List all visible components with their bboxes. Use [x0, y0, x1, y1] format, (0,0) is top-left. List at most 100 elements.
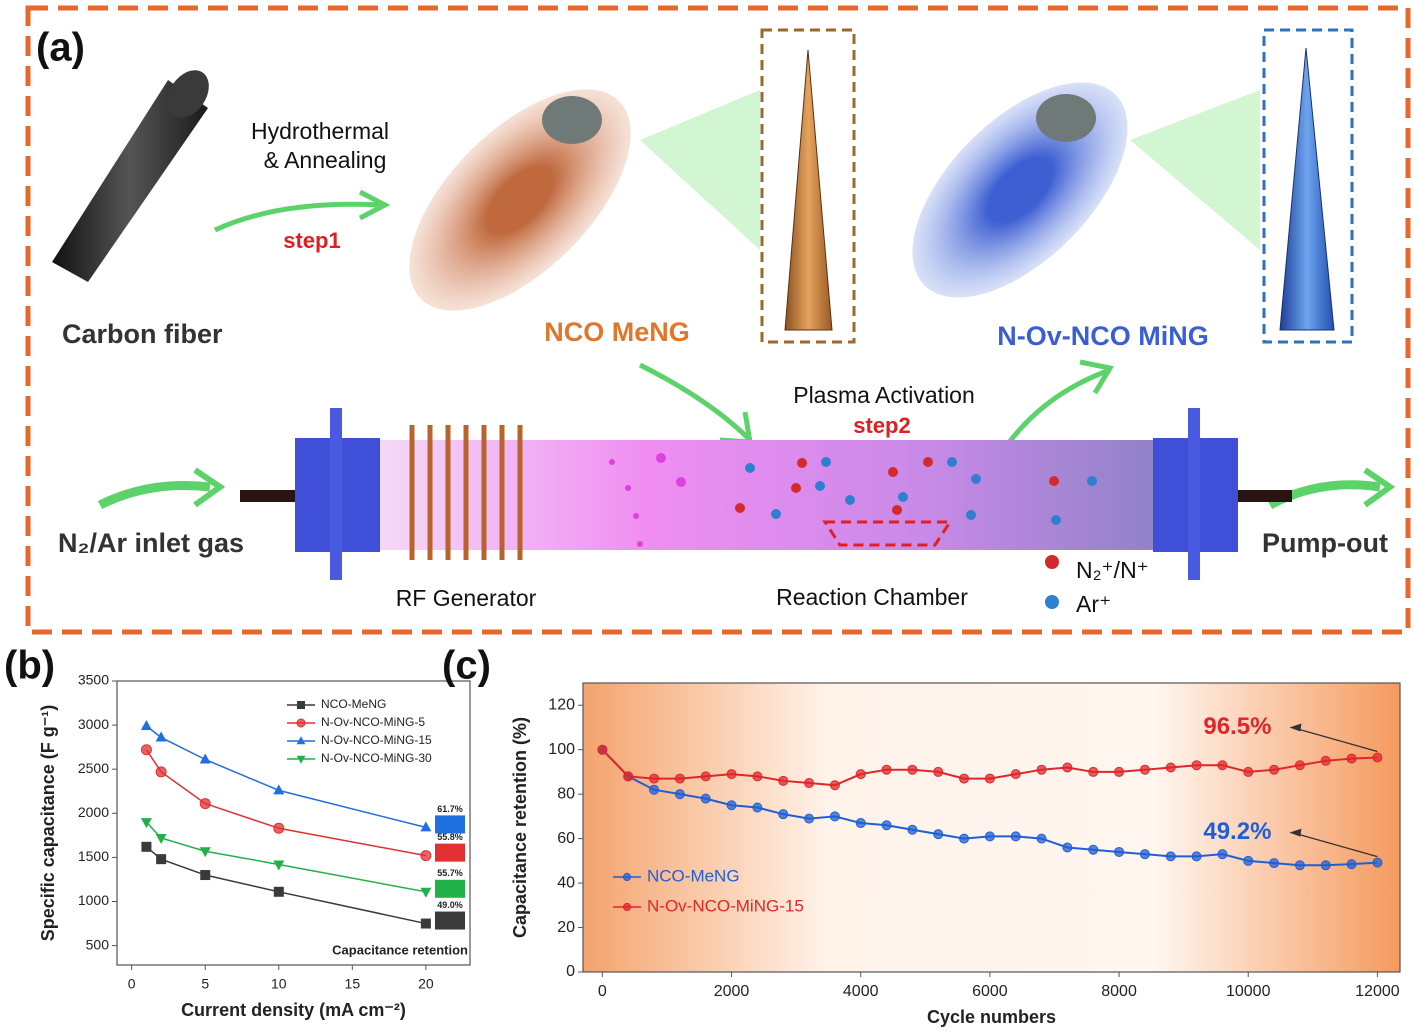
series-line: [145, 821, 427, 893]
marker: [855, 769, 866, 780]
marker: [1062, 842, 1073, 853]
marker: [1243, 855, 1254, 866]
marker: [622, 902, 632, 912]
y-tick-label: 3000: [78, 716, 109, 732]
label: Plasma Activation: [793, 382, 975, 408]
x-tick-label: 15: [345, 976, 361, 992]
marker: [156, 854, 167, 865]
retention-label: 61.7%: [437, 804, 463, 814]
marker: [420, 821, 432, 832]
carbon-fiber-icon: [52, 70, 209, 282]
label: RF Generator: [396, 585, 537, 611]
step-text: Hydrothermal: [251, 118, 389, 144]
marker: [155, 731, 167, 742]
x-tick-label: 20: [418, 976, 434, 992]
marker: [881, 820, 892, 831]
marker: [804, 778, 815, 789]
marker: [1217, 849, 1228, 860]
y-tick-label: 2500: [78, 760, 109, 776]
marker: [959, 833, 970, 844]
marker: [1346, 859, 1357, 870]
retention-box: [435, 879, 465, 898]
marker: [726, 800, 737, 811]
marker: [674, 773, 685, 784]
marker: [1165, 851, 1176, 862]
x-tick-label: 8000: [1101, 983, 1137, 1000]
marker: [273, 860, 285, 871]
marker: [1139, 764, 1150, 775]
y-axis-label: Capacitance retention (%): [510, 717, 530, 938]
marker: [778, 809, 789, 820]
panel-label: (c): [442, 644, 491, 688]
marker: [199, 798, 211, 810]
label: Reaction Chamber: [776, 584, 968, 610]
marker: [752, 771, 763, 782]
y-tick-label: 500: [86, 936, 110, 952]
legend-label: N-Ov-NCO-MiNG-30: [321, 751, 432, 765]
label: N-Ov-NCO MiNG: [997, 321, 1209, 351]
marker: [296, 736, 306, 745]
marker: [778, 775, 789, 786]
marker: [855, 818, 866, 829]
legend-label: NCO-MeNG: [647, 866, 740, 885]
marker: [1114, 766, 1125, 777]
marker: [907, 824, 918, 835]
marker: [829, 811, 840, 822]
annotation: Capacitance retention: [332, 942, 468, 957]
marker: [420, 918, 431, 929]
x-tick-label: 10000: [1226, 983, 1271, 1000]
marker: [622, 872, 632, 882]
x-tick-label: 4000: [843, 983, 879, 1000]
marker: [140, 719, 152, 730]
n-ov-nco-ming-icon: [912, 82, 1260, 298]
y-tick-label: 40: [557, 874, 575, 891]
step-label: step2: [853, 413, 910, 438]
legend-label: N-Ov-NCO-MiNG-5: [321, 715, 425, 729]
marker: [273, 886, 284, 897]
retention-label: 49.0%: [437, 900, 463, 910]
marker: [420, 850, 432, 862]
marker: [1088, 766, 1099, 777]
legend-label: Ar⁺: [1076, 591, 1111, 617]
y-tick-label: 1000: [78, 892, 109, 908]
marker: [1294, 760, 1305, 771]
marker: [199, 847, 211, 858]
marker: [623, 771, 634, 782]
marker: [1165, 762, 1176, 773]
marker: [1269, 764, 1280, 775]
marker: [1036, 764, 1047, 775]
marker: [155, 766, 167, 778]
marker: [1036, 833, 1047, 844]
needle-orange: [784, 49, 833, 331]
retention-box: [435, 843, 465, 862]
marker: [597, 744, 608, 755]
plot-frame: [116, 680, 471, 966]
marker: [1191, 851, 1202, 862]
needle-blue: [1279, 47, 1335, 331]
marker: [933, 829, 944, 840]
marker: [140, 744, 152, 756]
y-tick-label: 120: [548, 696, 575, 713]
end-arrow: [1292, 831, 1378, 858]
retention-label: 55.7%: [437, 868, 463, 878]
x-tick-label: 6000: [972, 983, 1008, 1000]
x-tick-label: 0: [128, 976, 136, 992]
marker: [752, 802, 763, 813]
x-tick-label: 10: [271, 976, 287, 992]
marker: [296, 718, 306, 728]
y-tick-label: 1500: [78, 848, 109, 864]
marker: [1372, 857, 1383, 868]
marker: [1088, 844, 1099, 855]
marker: [273, 784, 285, 795]
marker: [1010, 769, 1021, 780]
marker: [881, 764, 892, 775]
marker: [649, 784, 660, 795]
marker: [829, 780, 840, 791]
marker: [297, 701, 305, 709]
x-axis-label: Cycle numbers: [927, 1007, 1056, 1027]
label: NCO MeNG: [544, 317, 690, 347]
marker: [700, 793, 711, 804]
x-axis-label: Current density (mA cm⁻²): [181, 1000, 406, 1020]
plot-frame: [582, 682, 1401, 973]
